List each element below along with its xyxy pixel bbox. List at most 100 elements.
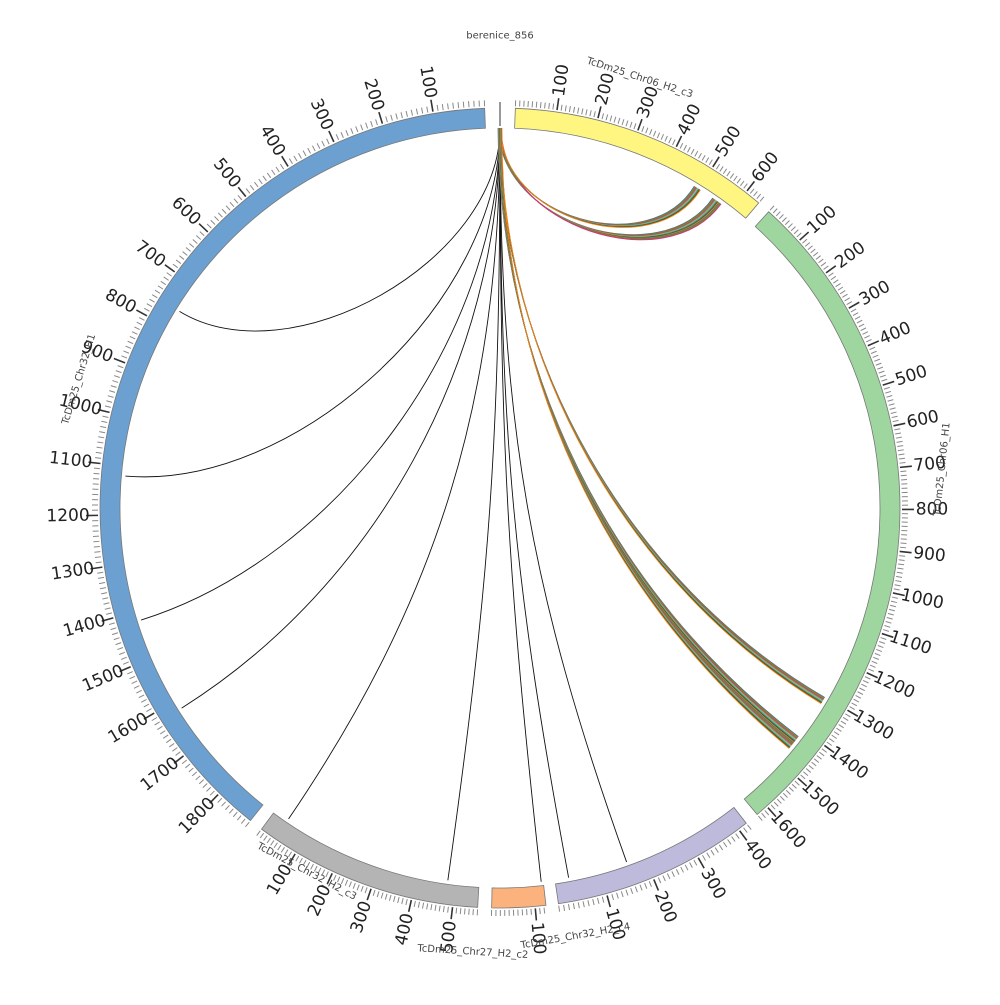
minor-tick: [635, 887, 637, 893]
minor-tick: [245, 822, 249, 827]
minor-tick: [612, 894, 614, 900]
tick-label: 500: [712, 122, 746, 160]
minor-tick: [789, 787, 793, 791]
link-tcdm25-chr06-h1: [498, 128, 798, 737]
minor-tick: [101, 421, 107, 422]
minor-tick: [690, 863, 693, 868]
minor-tick: [586, 109, 587, 115]
tick-label: 1300: [850, 706, 897, 745]
link-tcdm25-chr06-h2-c3: [500, 128, 716, 236]
minor-tick: [801, 775, 805, 779]
major-tick: [114, 359, 125, 363]
minor-tick: [308, 148, 311, 153]
minor-tick: [155, 722, 160, 725]
minor-tick: [873, 355, 879, 357]
minor-tick: [868, 669, 873, 671]
minor-tick: [544, 908, 545, 914]
minor-tick: [899, 458, 905, 459]
minor-tick: [838, 287, 843, 290]
link-tcdm25-chr32-h2-c4: [500, 128, 627, 862]
minor-tick: [237, 816, 241, 821]
minor-tick: [189, 243, 194, 247]
minor-tick: [97, 572, 103, 573]
minor-tick: [621, 891, 623, 897]
minor-tick: [377, 891, 379, 897]
minor-tick: [144, 308, 149, 311]
minor-tick: [189, 768, 194, 772]
minor-tick: [172, 748, 177, 752]
minor-tick: [899, 560, 905, 561]
minor-tick: [126, 346, 132, 348]
minor-tick: [93, 473, 99, 474]
minor-tick: [95, 458, 101, 459]
minor-tick: [737, 178, 741, 183]
minor-tick: [98, 577, 104, 578]
minor-tick: [744, 184, 748, 189]
minor-tick: [897, 572, 903, 573]
minor-tick: [263, 176, 266, 181]
minor-tick: [850, 707, 855, 710]
link-tcdm25-chr06-h2-c3: [500, 128, 696, 225]
minor-tick: [141, 699, 146, 702]
minor-tick: [453, 103, 454, 109]
minor-tick: [702, 155, 705, 160]
tick-label: 1200: [46, 506, 90, 527]
minor-tick: [840, 291, 845, 294]
minor-tick: [111, 628, 117, 630]
minor-tick: [267, 838, 270, 843]
tick-label: 600: [905, 407, 941, 433]
minor-tick: [622, 119, 624, 125]
minor-tick: [114, 638, 120, 640]
minor-tick: [630, 122, 632, 128]
minor-tick: [788, 224, 792, 228]
minor-tick: [626, 890, 628, 896]
tick-label: 1100: [887, 627, 934, 660]
major-tick: [676, 136, 681, 147]
minor-tick: [94, 546, 100, 547]
minor-tick: [719, 845, 722, 850]
minor-tick: [578, 108, 579, 114]
minor-tick: [389, 895, 391, 901]
minor-tick: [873, 657, 879, 659]
minor-tick: [134, 686, 139, 689]
minor-tick: [896, 576, 902, 577]
minor-tick: [114, 376, 120, 378]
minor-tick: [327, 139, 330, 144]
minor-tick: [791, 227, 795, 231]
minor-tick: [157, 726, 162, 729]
tick-label: 300: [696, 865, 729, 903]
minor-tick: [854, 699, 859, 702]
link-tcdm25-chr06-h2-c3: [500, 128, 717, 237]
minor-tick: [783, 793, 787, 797]
minor-tick: [218, 213, 222, 217]
minor-tick: [353, 883, 355, 889]
minor-tick: [341, 878, 343, 884]
minor-tick: [631, 888, 633, 894]
minor-tick: [396, 114, 398, 120]
minor-tick: [834, 732, 839, 735]
minor-tick: [437, 105, 438, 111]
minor-tick: [215, 217, 219, 221]
minor-tick: [811, 249, 816, 253]
minor-tick: [898, 454, 904, 455]
minor-tick: [842, 294, 847, 297]
minor-tick: [881, 379, 887, 381]
link-tcdm25-chr06-h2-c3: [500, 128, 697, 226]
minor-tick: [96, 452, 102, 453]
link-tcdm25-chr06-h2-c3: [499, 128, 695, 225]
minor-tick: [794, 230, 798, 234]
minor-tick: [102, 416, 108, 417]
minor-tick: [634, 123, 636, 129]
major-tick: [199, 224, 208, 232]
minor-tick: [568, 904, 569, 910]
minor-tick: [573, 107, 574, 113]
major-tick: [282, 156, 288, 166]
minor-tick: [894, 589, 900, 590]
minor-tick: [762, 813, 766, 818]
link-tcdm25-chr06-h2-c3: [499, 128, 713, 235]
minor-tick: [723, 842, 726, 847]
minor-tick: [626, 121, 628, 127]
minor-tick: [900, 547, 906, 548]
minor-tick: [112, 633, 118, 635]
major-tick: [698, 858, 704, 868]
